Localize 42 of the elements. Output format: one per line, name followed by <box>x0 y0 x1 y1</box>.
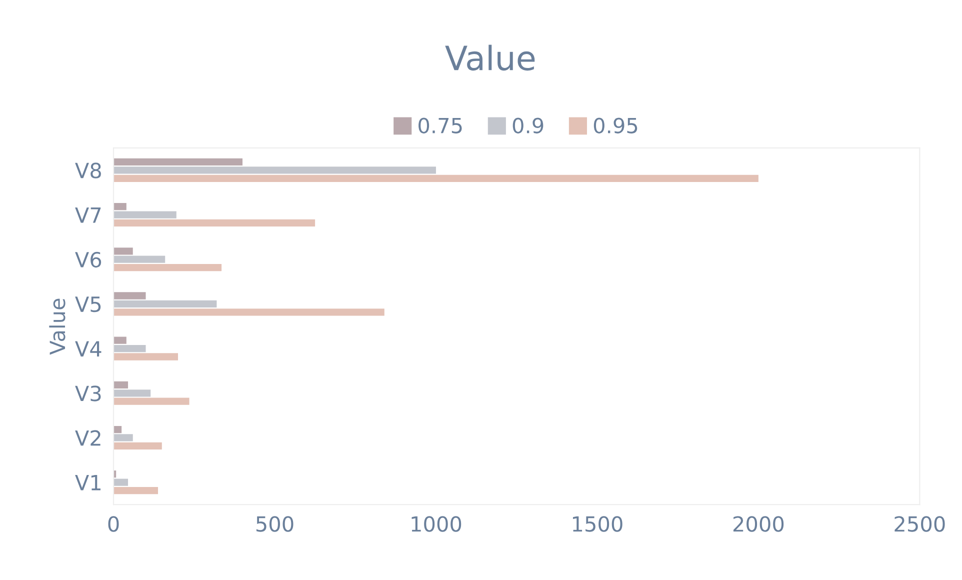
bar <box>114 308 384 316</box>
bar <box>114 166 436 174</box>
bar <box>114 292 146 300</box>
bar <box>114 211 176 218</box>
bar <box>114 486 158 494</box>
legend-label: 0.75 <box>418 118 462 134</box>
x-tick-label: 0 <box>108 516 119 532</box>
bar <box>114 398 190 405</box>
legend-label: 0.9 <box>512 118 544 134</box>
bar <box>114 434 133 442</box>
y-tick-label: V8 <box>75 162 101 178</box>
bar <box>114 158 242 166</box>
y-tick-label: V2 <box>75 430 100 446</box>
y-tick-label: V6 <box>75 252 102 268</box>
bar <box>114 390 151 397</box>
bar <box>114 344 146 352</box>
bar <box>114 353 178 360</box>
bar <box>114 300 217 308</box>
bar <box>114 264 222 272</box>
x-tick-label: 1500 <box>572 516 622 532</box>
bar <box>114 336 126 344</box>
bar <box>114 248 133 255</box>
x-tick-label: 2500 <box>894 516 945 532</box>
x-tick-label: 2000 <box>733 516 784 532</box>
y-axis-title: Value <box>49 298 66 355</box>
y-tick-label: V4 <box>75 341 102 356</box>
y-tick-label: V5 <box>75 296 101 312</box>
legend-label: 0.95 <box>594 118 638 134</box>
bar <box>114 478 128 486</box>
bar <box>114 174 758 182</box>
chart-title: Value <box>445 44 535 71</box>
bar <box>114 203 126 210</box>
y-tick-label: V1 <box>75 475 100 490</box>
bar <box>114 426 122 434</box>
y-tick-label: V7 <box>75 208 101 223</box>
bar <box>114 381 128 388</box>
x-tick-label: 1000 <box>412 516 462 532</box>
x-tick-label: 500 <box>256 516 294 532</box>
bar <box>114 442 162 450</box>
bar <box>114 219 316 227</box>
bar <box>114 256 166 263</box>
y-tick-label: V3 <box>75 386 101 402</box>
